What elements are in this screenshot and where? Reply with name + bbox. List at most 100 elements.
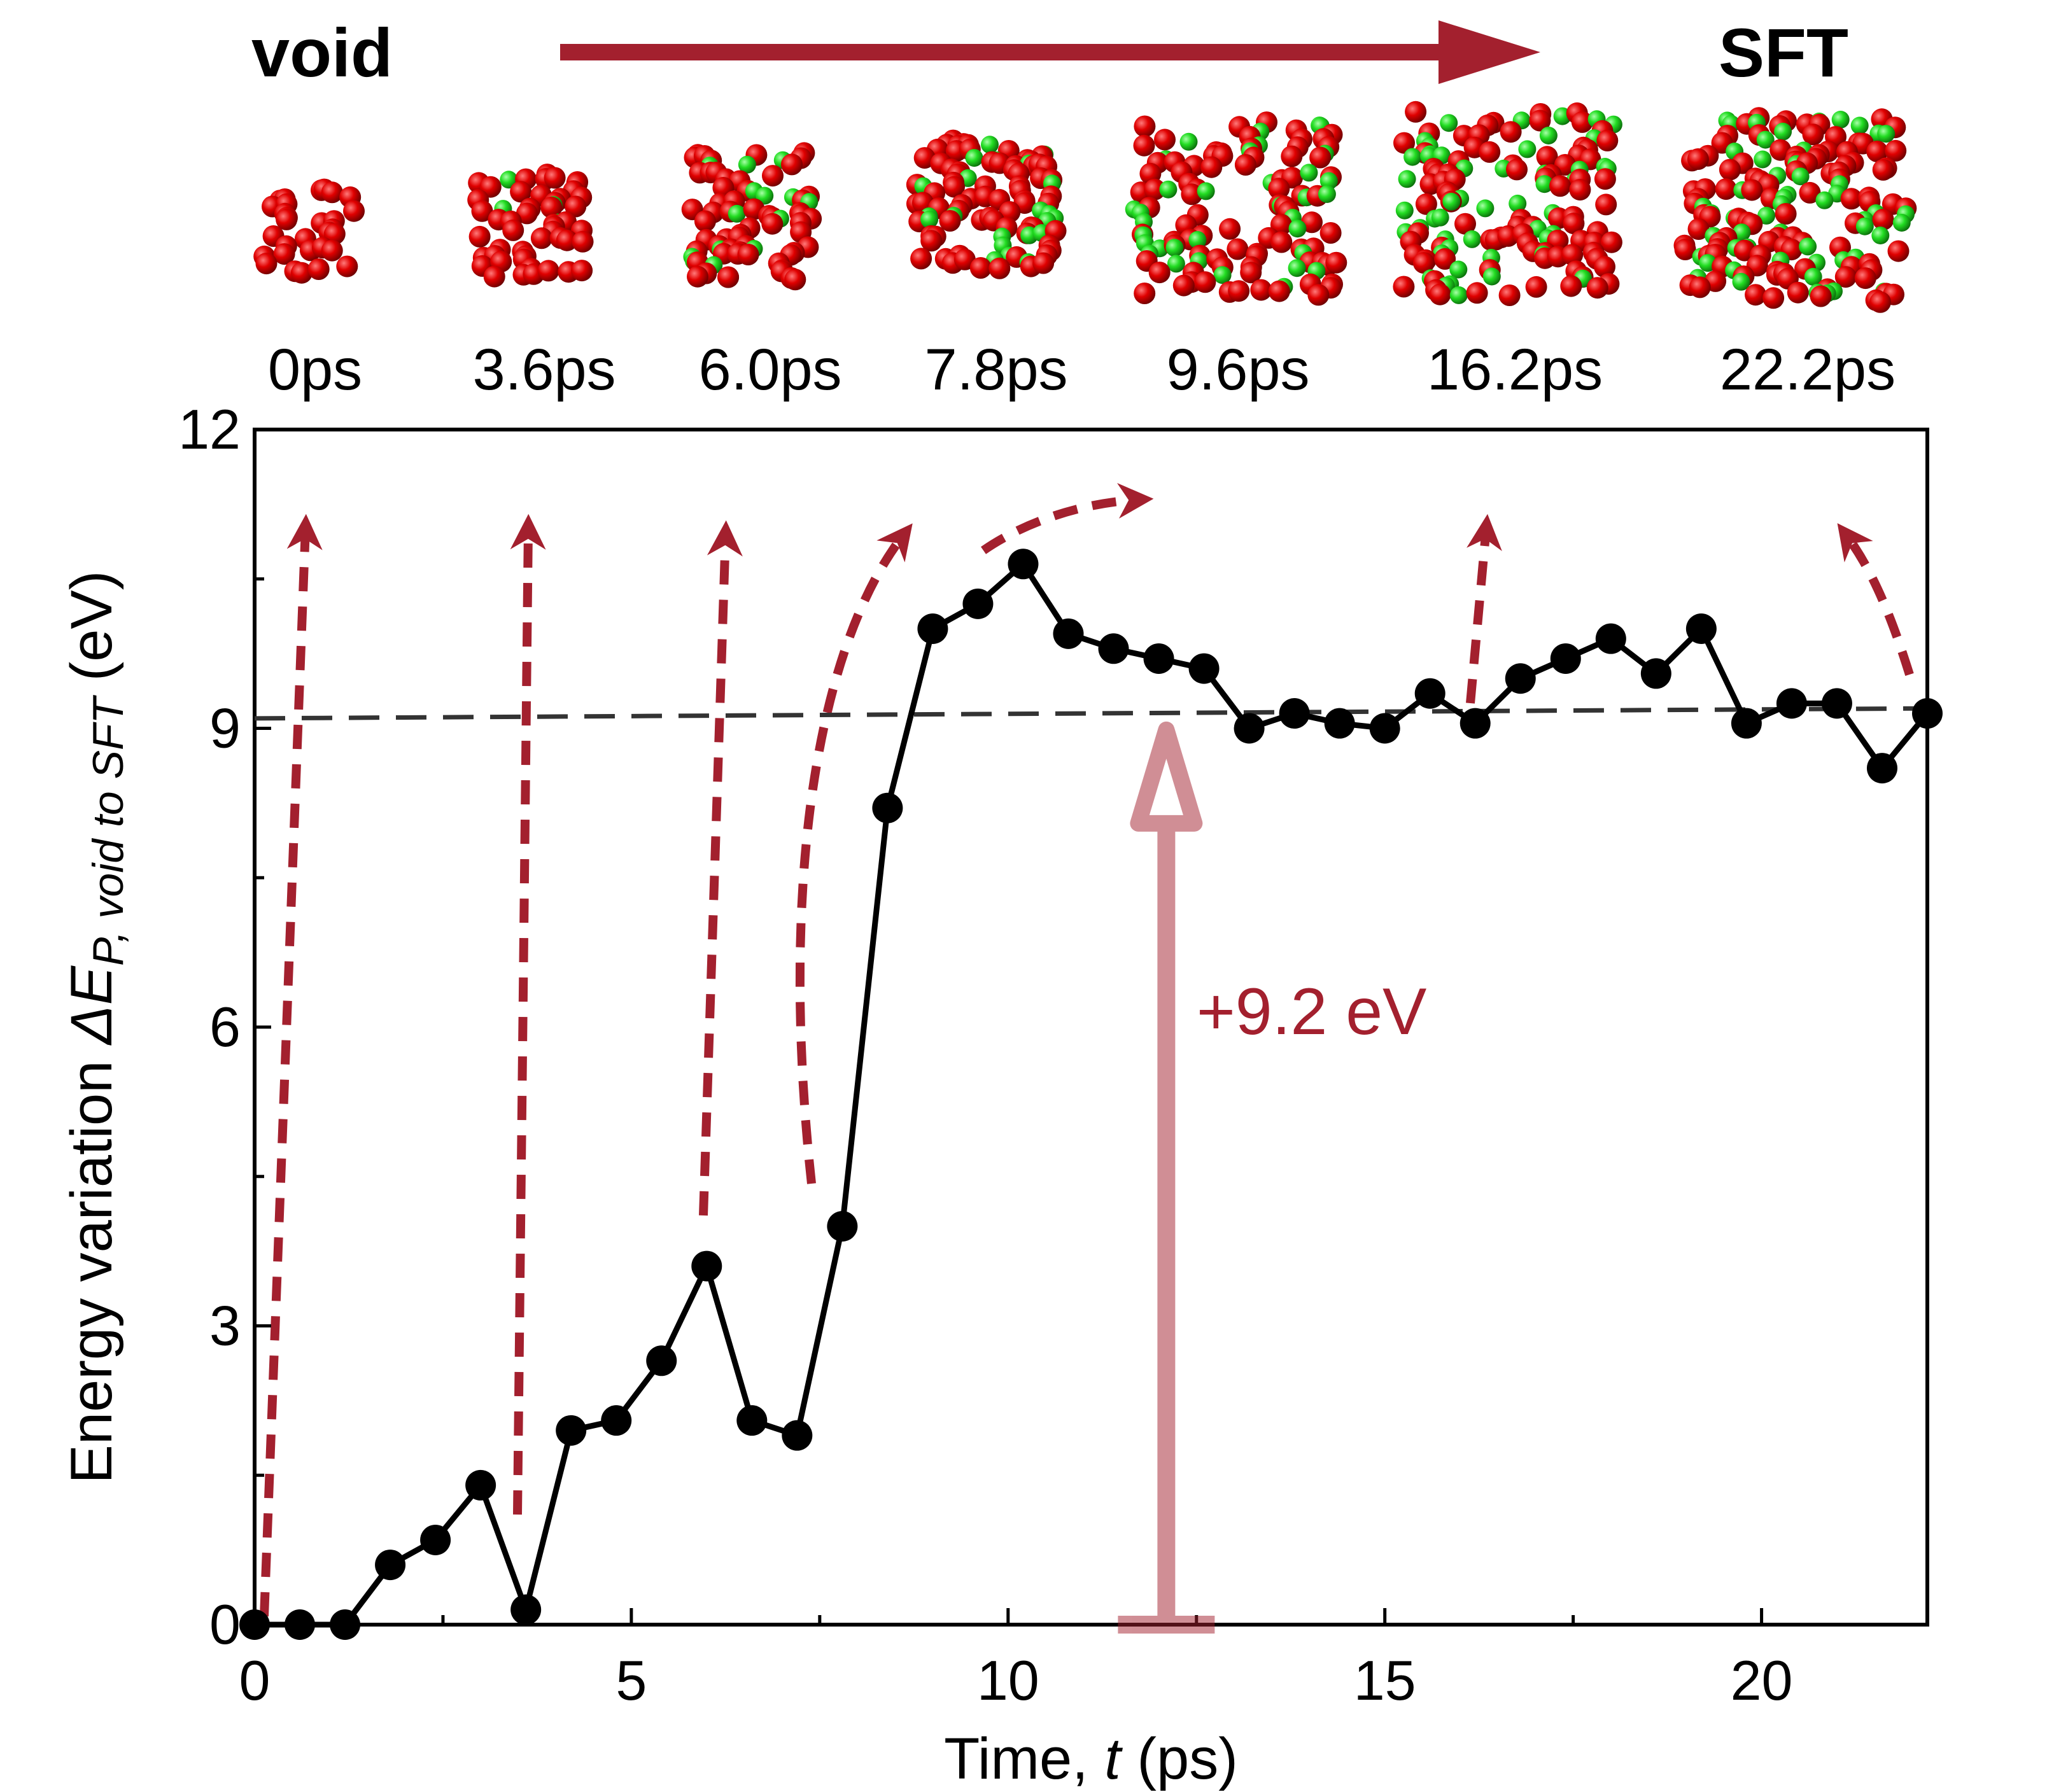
x-tick-label: 10 (977, 1649, 1039, 1712)
atom-red (255, 253, 278, 275)
atom-red (516, 202, 538, 225)
data-point (1324, 708, 1355, 739)
atom-red (1301, 211, 1323, 234)
y-tick-label: 3 (209, 1294, 241, 1357)
data-point (510, 1594, 542, 1625)
atom-green (1197, 182, 1215, 200)
atom-red (1319, 222, 1342, 244)
reference-dashed-line (254, 706, 1928, 721)
atom-red (1270, 231, 1293, 253)
atom-green (1300, 164, 1318, 182)
atom-red (571, 260, 593, 282)
atom-green (1791, 167, 1810, 186)
data-point (646, 1345, 677, 1376)
atom-green (1799, 237, 1817, 256)
snapshot-arrow-3 (795, 523, 913, 1184)
atom-red (1434, 248, 1456, 270)
atom-red (1234, 154, 1256, 176)
atom-green (728, 204, 746, 223)
atom-red (1596, 129, 1619, 151)
atom-red (1454, 213, 1476, 235)
atom-green (1877, 125, 1896, 143)
atom-green (1757, 206, 1776, 225)
atom-red (343, 200, 365, 222)
atom-red (556, 229, 578, 251)
atom-red (1571, 111, 1593, 133)
y-axis-label: Energy variation ΔEP, void to SFT (eV) (59, 571, 132, 1484)
atom-green (1213, 266, 1232, 284)
atom-red (565, 195, 587, 218)
atom-red (321, 181, 343, 204)
y-tick-label: 0 (209, 1593, 241, 1656)
atom-red (1268, 280, 1290, 302)
data-point (827, 1211, 858, 1242)
atom-green (1815, 191, 1834, 209)
atom-red (1594, 168, 1616, 190)
atom-red (1393, 276, 1415, 298)
atom-red (1227, 238, 1249, 260)
atom-green (1754, 150, 1772, 169)
atom-red (1536, 146, 1558, 168)
snapshot-time-label: 6.0ps (698, 337, 841, 402)
atom-green (981, 136, 999, 154)
y-tick-label: 6 (209, 995, 241, 1058)
atom-red (1219, 218, 1241, 240)
atom-red (273, 243, 295, 265)
atom-red (1154, 129, 1176, 151)
atom-red (969, 257, 992, 279)
atom-red (1228, 280, 1250, 302)
data-point (375, 1550, 406, 1581)
atom-green (1288, 220, 1307, 238)
atom-red (1674, 239, 1696, 260)
atom-red (910, 248, 932, 270)
data-point (239, 1609, 270, 1640)
data-point (917, 613, 948, 644)
snapshot-time-label: 3.6ps (472, 337, 616, 402)
data-point (1731, 708, 1762, 739)
x-axis-label: Time, t (ps) (944, 1726, 1238, 1791)
atom-red (471, 200, 493, 222)
atom-red (1134, 115, 1156, 137)
atom-red (1500, 121, 1522, 143)
atom-green (1756, 130, 1775, 149)
atom-red (1506, 158, 1528, 181)
atom-red (1405, 101, 1427, 123)
snapshot-arrow-1 (510, 514, 546, 1515)
atom-red (1810, 285, 1832, 307)
atom-red (530, 227, 552, 249)
atom-red (1466, 282, 1488, 304)
atom-red (1594, 256, 1615, 278)
atom-green (1319, 172, 1338, 190)
atom-green (1188, 231, 1207, 249)
atom-green (1855, 217, 1874, 235)
atom-red (1144, 178, 1166, 200)
data-point (285, 1609, 316, 1640)
atom-red (1393, 132, 1415, 154)
atom-red (1687, 218, 1710, 240)
atom-red (694, 210, 716, 232)
atom-red (953, 248, 976, 270)
data-point (1640, 658, 1671, 689)
data-point (872, 792, 903, 823)
atom-green (1440, 114, 1458, 132)
atom-red (1600, 231, 1622, 253)
data-point (1414, 678, 1446, 709)
energy-chart: 0 5 10 15 20 0 3 6 9 12 (178, 398, 1943, 1712)
snapshot-time-label: 9.6ps (1166, 337, 1309, 402)
atom-red (540, 197, 563, 218)
atom-green (1318, 185, 1336, 203)
snapshot-0 (253, 178, 365, 284)
atom-red (1281, 145, 1303, 167)
atom-red (1200, 156, 1223, 178)
atom-red (1762, 287, 1785, 309)
atom-green (1449, 286, 1468, 304)
snapshot-1 (467, 164, 594, 288)
atom-red (762, 165, 784, 187)
data-point (736, 1405, 768, 1436)
data-point (962, 588, 994, 619)
atom-red (1032, 252, 1055, 274)
atom-green (1167, 255, 1185, 273)
data-point (1369, 713, 1400, 744)
atom-red (1560, 275, 1582, 297)
atom-green (1892, 214, 1911, 232)
